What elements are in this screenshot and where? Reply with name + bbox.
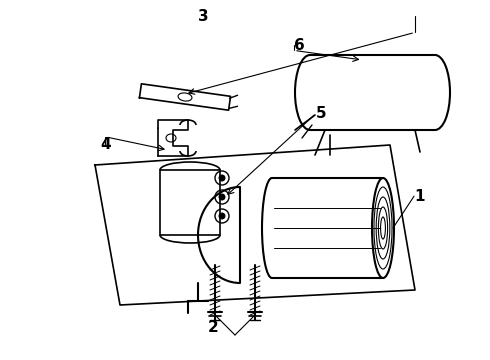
Circle shape	[219, 213, 225, 219]
Text: 2: 2	[208, 320, 219, 335]
Text: 1: 1	[414, 189, 424, 204]
Text: 3: 3	[198, 9, 209, 24]
Circle shape	[219, 175, 225, 181]
Circle shape	[219, 194, 225, 200]
Text: 4: 4	[100, 136, 111, 152]
Text: 5: 5	[316, 106, 327, 121]
Bar	[160, 170, 220, 235]
Text: 6: 6	[294, 37, 305, 53]
